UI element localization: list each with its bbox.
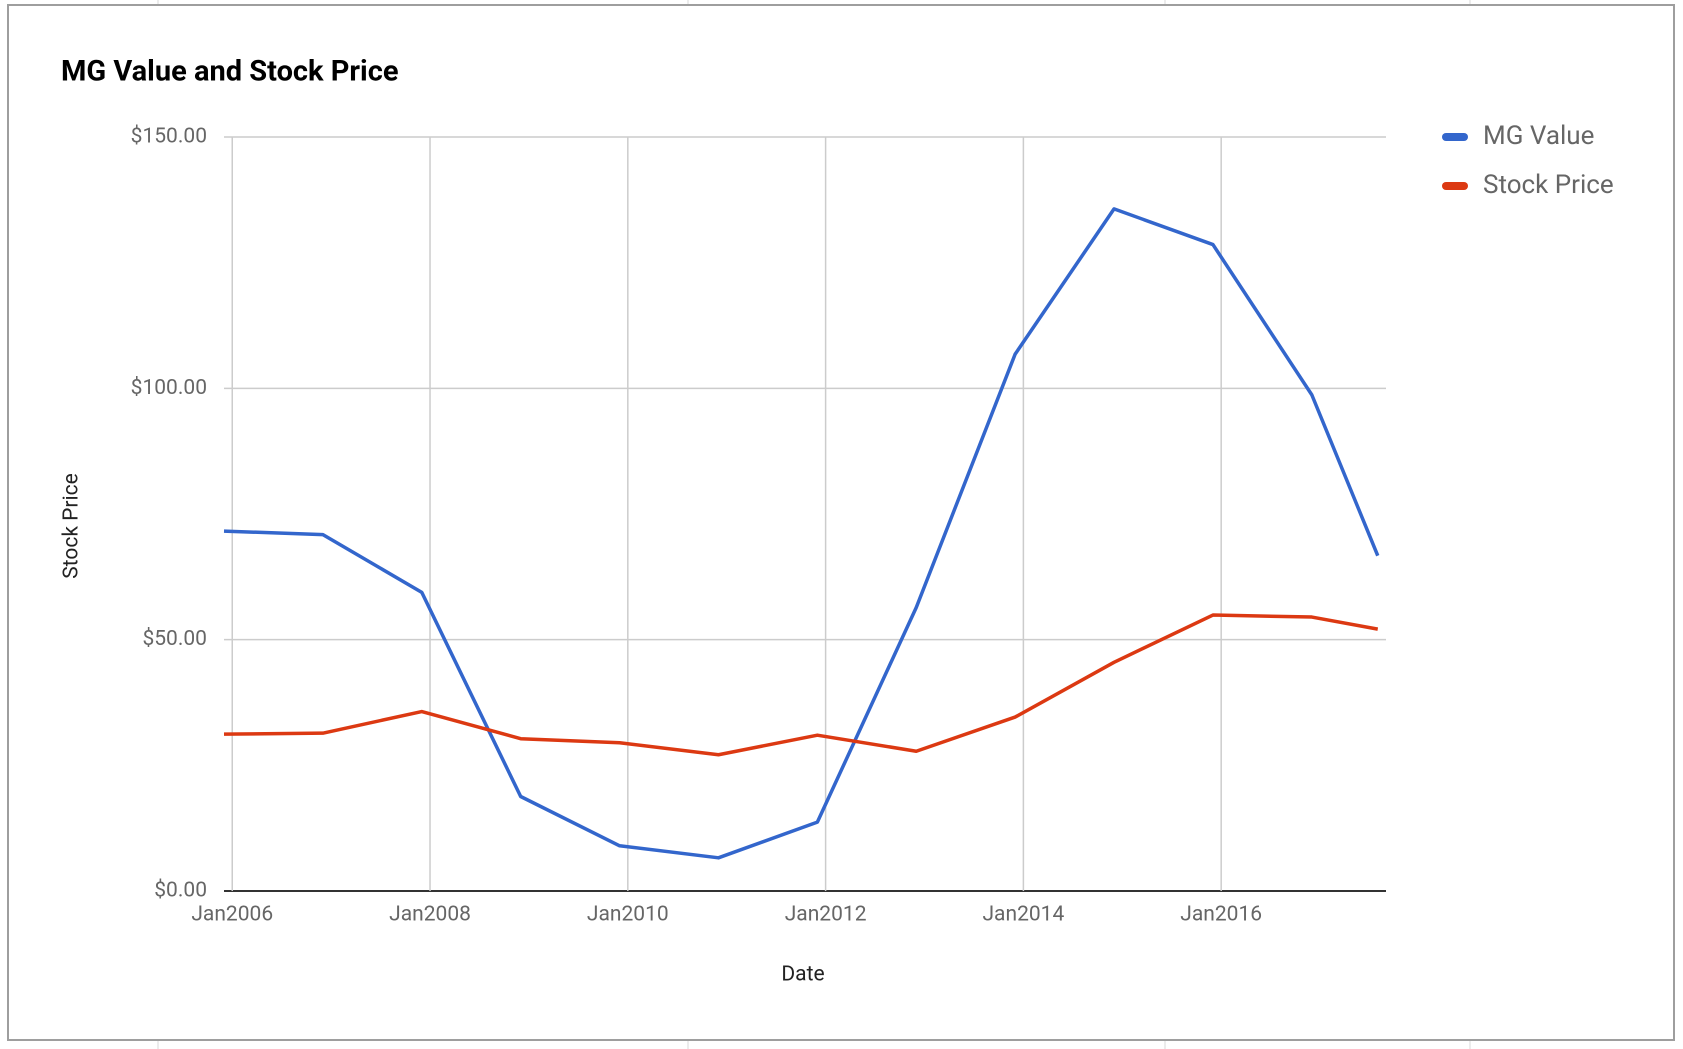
y-axis-title: Stock Price	[60, 473, 84, 579]
x-tick-label: Jan2014	[982, 903, 1064, 927]
x-axis-title: Date	[781, 963, 824, 987]
y-tick-label: $50.00	[142, 627, 207, 651]
series-line	[223, 207, 1380, 860]
chart-frame	[7, 4, 1675, 1041]
y-tick-label: $0.00	[154, 879, 207, 903]
y-tick-label: $100.00	[131, 376, 207, 400]
legend-label: MG Value	[1483, 121, 1594, 151]
x-tick-label: Jan2008	[389, 903, 471, 927]
x-tick-label: Jan2012	[785, 903, 867, 927]
chart-title: MG Value and Stock Price	[61, 55, 399, 89]
series-line	[223, 613, 1379, 757]
x-tick-label: Jan2010	[587, 903, 669, 927]
x-tick-label: Jan2006	[191, 903, 273, 927]
y-tick-label: $150.00	[131, 125, 207, 149]
x-tick-label: Jan2016	[1180, 903, 1262, 927]
legend-label: Stock Price	[1483, 170, 1614, 200]
plot: $0.00 $50.00 $100.00 $150.00 Jan2006 Jan2008 J…	[131, 121, 1614, 927]
